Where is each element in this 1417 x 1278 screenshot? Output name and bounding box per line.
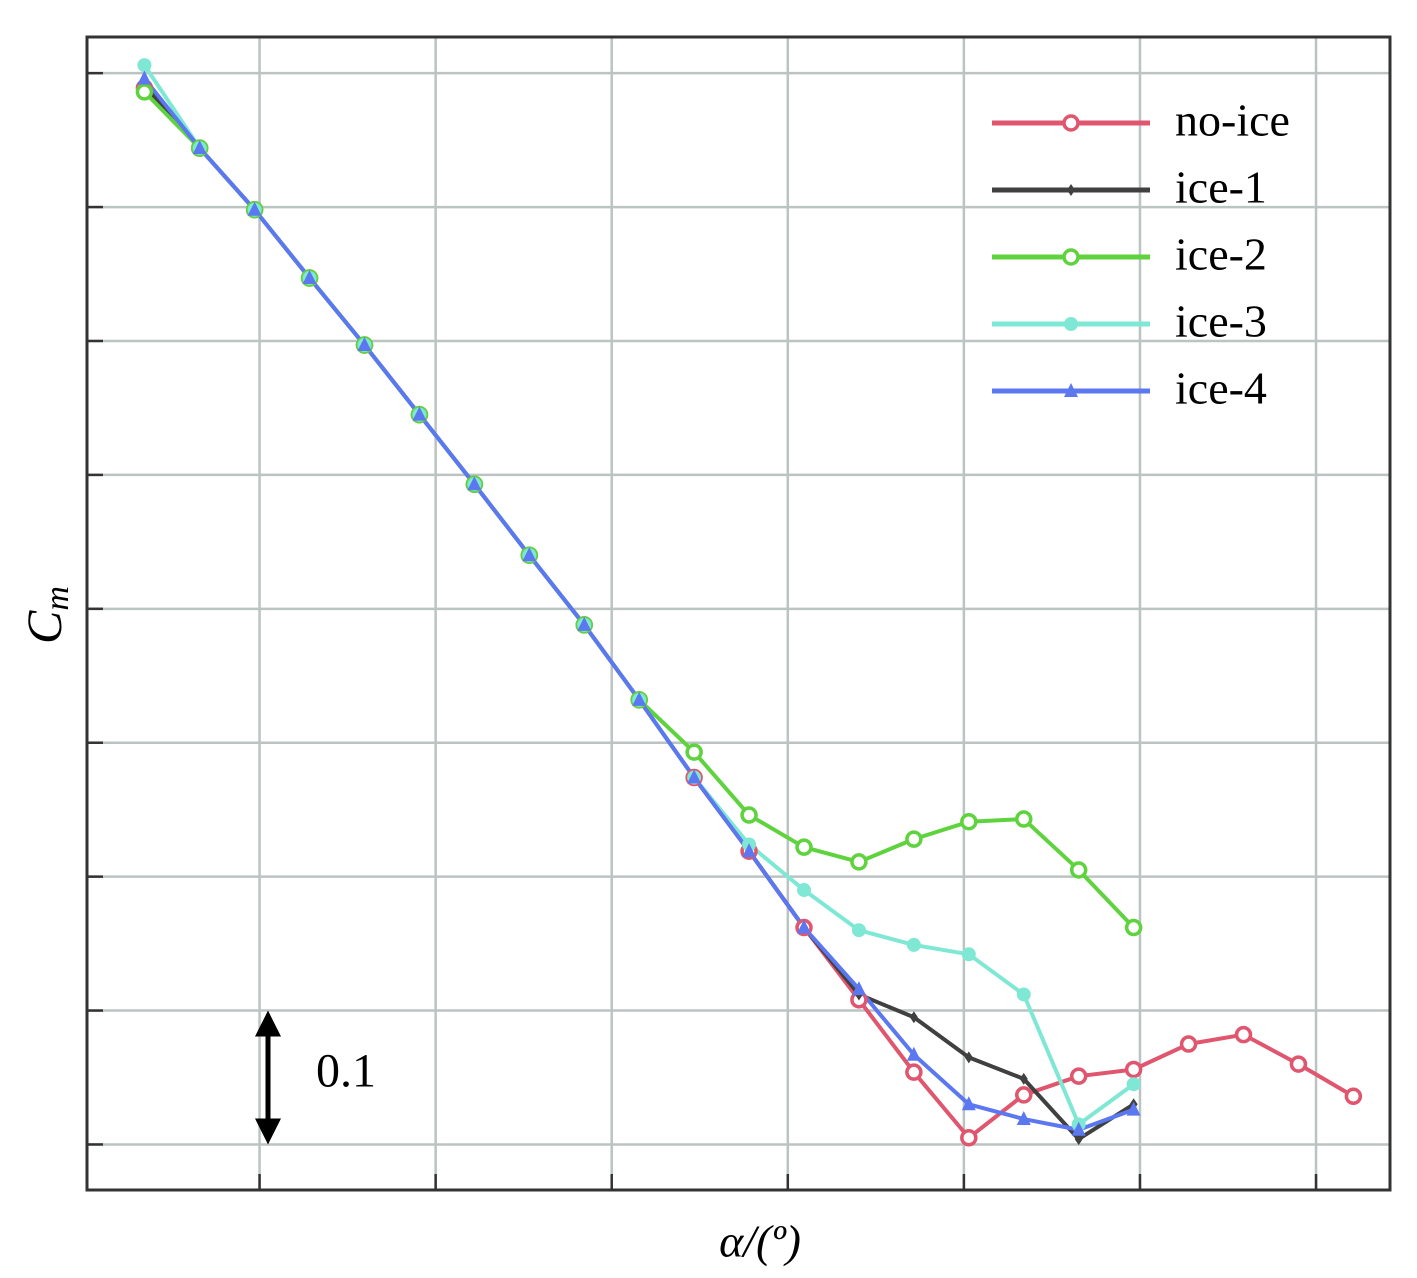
marker xyxy=(797,883,812,898)
marker xyxy=(1069,861,1088,879)
marker xyxy=(905,1063,923,1081)
marker xyxy=(1124,1060,1143,1079)
marker xyxy=(1126,1077,1141,1092)
y-axis-label-main: C xyxy=(16,610,72,644)
marker xyxy=(577,616,592,631)
legend: no-ice ice-1 ice-2 ice-3 ice-4 xyxy=(992,95,1290,414)
marker xyxy=(1064,317,1078,331)
marker xyxy=(850,853,868,871)
marker xyxy=(1179,1035,1198,1053)
marker xyxy=(192,140,207,155)
marker xyxy=(1344,1087,1363,1106)
marker xyxy=(961,1096,976,1111)
marker xyxy=(1062,114,1080,132)
marker xyxy=(1067,184,1075,196)
scale-bar-label: 0.1 xyxy=(316,1045,376,1098)
x-axis-label: α/(º) xyxy=(719,1216,801,1267)
marker xyxy=(685,743,703,761)
marker xyxy=(960,1129,978,1147)
marker xyxy=(1016,1111,1031,1126)
marker xyxy=(1289,1055,1308,1073)
marker xyxy=(1015,810,1033,828)
marker xyxy=(797,919,812,934)
plot-area: 0.1 xyxy=(135,58,1363,1147)
scale-bar-arrowhead xyxy=(255,1010,281,1037)
marker xyxy=(851,923,866,938)
axes-frame xyxy=(85,35,1392,1192)
marker xyxy=(1015,1086,1033,1104)
marker xyxy=(851,981,866,996)
marker xyxy=(909,1011,918,1024)
marker xyxy=(905,830,923,848)
scale-bar-arrowhead xyxy=(255,1118,281,1145)
marker xyxy=(632,691,647,706)
marker xyxy=(960,812,978,831)
marker xyxy=(687,769,702,784)
marker xyxy=(964,1051,973,1064)
legend-label: ice-4 xyxy=(1175,363,1267,414)
marker xyxy=(302,270,317,285)
marker xyxy=(906,1046,921,1061)
legend-label: ice-3 xyxy=(1175,296,1267,347)
marker xyxy=(247,201,262,216)
marker xyxy=(137,58,152,73)
marker xyxy=(1074,1133,1083,1146)
marker xyxy=(412,406,427,421)
marker xyxy=(961,947,976,962)
marker xyxy=(137,70,152,85)
marker xyxy=(1062,248,1080,266)
marker xyxy=(1016,987,1031,1002)
marker xyxy=(1234,1025,1253,1044)
marker xyxy=(795,838,813,856)
marker xyxy=(522,547,537,562)
y-axis-label-subscript: m xyxy=(39,586,76,611)
legend-label: ice-1 xyxy=(1175,162,1267,213)
legend-label: ice-2 xyxy=(1175,229,1267,280)
legend-label: no-ice xyxy=(1175,95,1290,146)
marker xyxy=(740,806,758,824)
marker xyxy=(467,476,482,491)
y-axis-label: Cm xyxy=(16,586,75,644)
marker xyxy=(135,83,154,101)
marker xyxy=(742,843,757,858)
marker xyxy=(1069,1067,1088,1085)
marker xyxy=(1071,1121,1086,1136)
marker xyxy=(1124,918,1143,937)
marker xyxy=(1126,1101,1141,1116)
marker xyxy=(1019,1072,1028,1085)
marker xyxy=(357,337,372,352)
marker xyxy=(906,937,921,952)
grid xyxy=(87,37,1390,1190)
marker xyxy=(1064,383,1078,397)
